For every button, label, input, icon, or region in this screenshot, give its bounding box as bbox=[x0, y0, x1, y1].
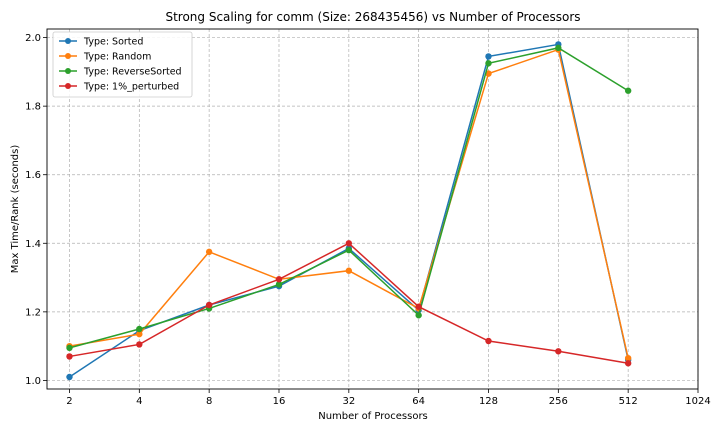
data-point bbox=[345, 246, 353, 254]
legend-item: Type: 1%_perturbed bbox=[59, 82, 179, 93]
x-axis-label: Number of Processors bbox=[318, 411, 428, 422]
x-tick-label: 4 bbox=[136, 396, 142, 407]
plot-frame bbox=[46, 28, 699, 390]
series-layer bbox=[66, 41, 632, 381]
data-point bbox=[275, 276, 283, 283]
legend-label: Type: 1%_perturbed bbox=[83, 82, 179, 93]
legend-marker bbox=[65, 68, 71, 74]
legend-item: Type: ReverseSorted bbox=[59, 67, 182, 78]
legend-marker bbox=[65, 83, 71, 89]
data-point bbox=[66, 353, 73, 360]
x-tick-label: 64 bbox=[412, 396, 425, 407]
axes: 2 4 8 16 32 64 128 256 512 1024 1.0 1.2 1.4 1.6 1.8 2.0 bbox=[25, 28, 711, 407]
y-tick-label: 1.4 bbox=[25, 239, 41, 250]
data-point bbox=[415, 312, 422, 319]
legend-marker bbox=[65, 53, 71, 59]
y-tick-label: 1.6 bbox=[25, 170, 41, 181]
data-point bbox=[555, 44, 562, 52]
x-tick-label: 16 bbox=[273, 396, 286, 407]
x-tick-label: 512 bbox=[619, 396, 638, 407]
legend-label: Type: Random bbox=[83, 52, 151, 63]
data-point bbox=[345, 240, 353, 247]
data-point bbox=[275, 281, 283, 288]
data-point bbox=[624, 87, 632, 94]
grid bbox=[47, 29, 699, 389]
data-point bbox=[485, 70, 492, 77]
data-point bbox=[415, 303, 422, 310]
x-tick-label: 2 bbox=[66, 396, 72, 407]
x-tick-label: 32 bbox=[342, 396, 355, 407]
data-point bbox=[136, 341, 143, 348]
chart-title: Strong Scaling for comm (Size: 268435456… bbox=[165, 10, 580, 24]
data-point bbox=[485, 337, 492, 345]
x-tick-label: 1024 bbox=[685, 396, 710, 407]
legend-item: Type: Sorted bbox=[59, 37, 143, 48]
series-3 bbox=[66, 240, 632, 367]
x-tick-label: 256 bbox=[549, 396, 568, 407]
y-tick-label: 1.0 bbox=[25, 376, 41, 387]
legend-box bbox=[52, 31, 193, 98]
data-point bbox=[624, 354, 632, 362]
legend: Type: Sorted Type: Random Type: ReverseSor… bbox=[52, 31, 193, 98]
x-tick-label: 128 bbox=[479, 396, 498, 407]
legend-marker bbox=[65, 38, 71, 44]
data-point bbox=[555, 348, 562, 355]
data-point bbox=[205, 248, 213, 256]
data-point bbox=[205, 301, 213, 309]
data-point bbox=[66, 373, 73, 381]
data-point bbox=[136, 325, 143, 333]
y-tick-label: 2.0 bbox=[25, 33, 41, 44]
y-axis-label: Max Time/Rank (seconds) bbox=[10, 145, 21, 274]
legend-label: Type: Sorted bbox=[83, 37, 143, 48]
data-point bbox=[485, 53, 492, 60]
data-point bbox=[485, 60, 492, 67]
x-tick-label: 8 bbox=[206, 396, 212, 407]
data-point bbox=[624, 360, 632, 367]
data-point bbox=[136, 330, 143, 338]
data-point bbox=[345, 267, 353, 274]
legend-label: Type: ReverseSorted bbox=[83, 67, 182, 78]
data-point bbox=[66, 344, 73, 352]
series-2 bbox=[66, 44, 632, 352]
legend-item: Type: Random bbox=[59, 52, 151, 63]
y-tick-label: 1.2 bbox=[25, 307, 41, 318]
y-tick-label: 1.8 bbox=[25, 102, 41, 113]
